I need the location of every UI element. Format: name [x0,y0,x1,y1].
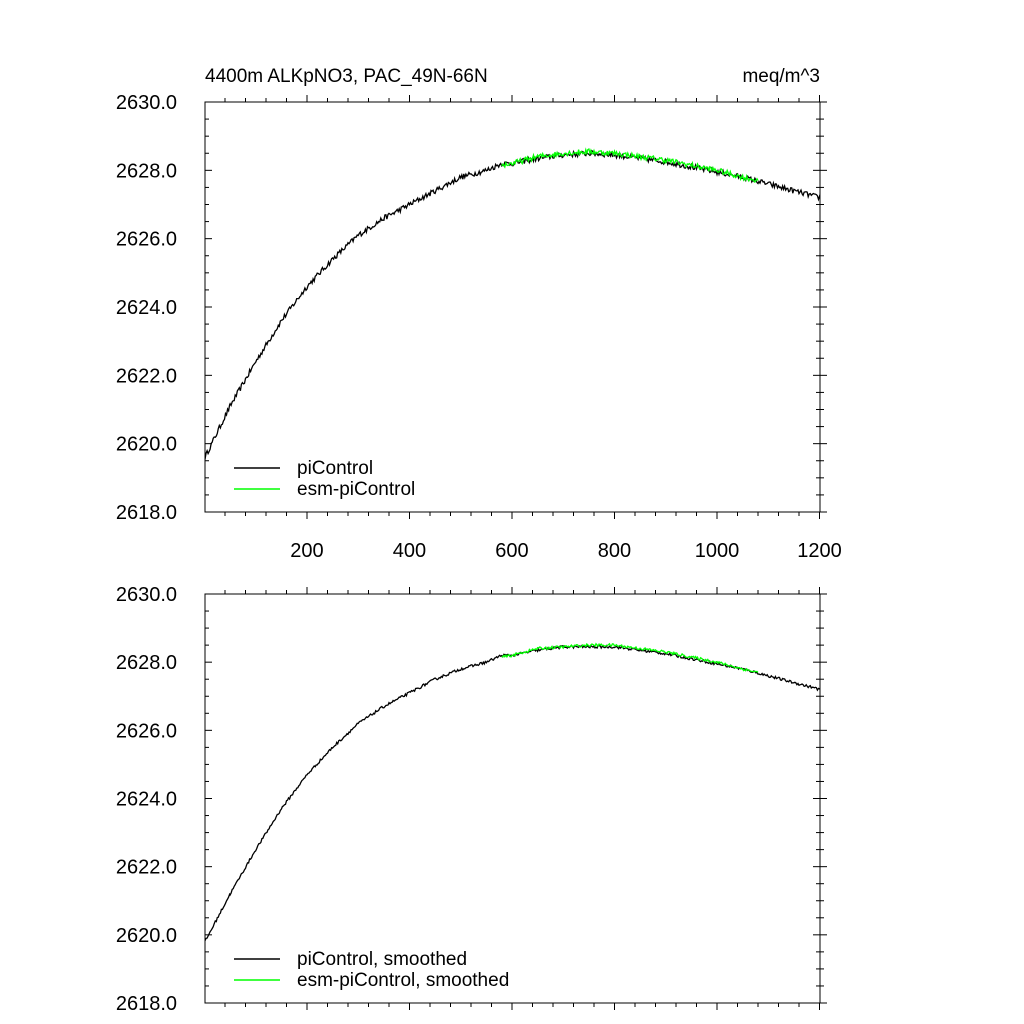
series-line-picontrol [205,149,820,460]
y-tick-label: 2622.0 [116,857,177,879]
legend-label: piControl, smoothed [297,949,467,970]
series-line-esm-picontrol [501,147,759,183]
x-tick-label: 800 [598,540,631,562]
y-tick-label: 2624.0 [116,789,177,811]
y-tick-label: 2622.0 [116,365,177,387]
series-line-esm-picontrol-smoothed [501,642,759,673]
series-line-picontrol-smoothed [205,644,820,942]
y-tick-label: 2628.0 [116,160,177,182]
x-tick-label: 1000 [695,540,740,562]
legend-label: esm-piControl, smoothed [297,970,509,991]
x-tick-label: 1200 [797,540,842,562]
units-label: meq/m^3 [742,66,820,87]
y-tick-label: 2630.0 [116,584,177,606]
y-tick-label: 2626.0 [116,229,177,251]
y-tick-label: 2620.0 [116,434,177,456]
y-tick-label: 2620.0 [116,925,177,947]
legend-label: piControl [297,458,373,479]
y-tick-label: 2630.0 [116,92,177,114]
y-tick-label: 2618.0 [116,993,177,1015]
x-tick-label: 600 [495,540,528,562]
x-tick-label: 400 [393,540,426,562]
plot-frame [204,101,821,513]
x-tick-label: 200 [290,540,323,562]
y-tick-label: 2618.0 [116,502,177,524]
top-panel: 2618.0 2620.0 2622.0 2624.0 2626.0 2628.0 2630… [116,92,842,562]
y-tick-label: 2626.0 [116,720,177,742]
chart-title: 4400m ALKpNO3, PAC_49N-66N [205,66,488,87]
bottom-panel: 2618.0 2620.0 2622.0 2624.0 2626.0 2628.0 2630… [116,584,827,1015]
y-tick-label: 2628.0 [116,652,177,674]
legend-label: esm-piControl [297,479,415,500]
y-tick-label: 2624.0 [116,297,177,319]
